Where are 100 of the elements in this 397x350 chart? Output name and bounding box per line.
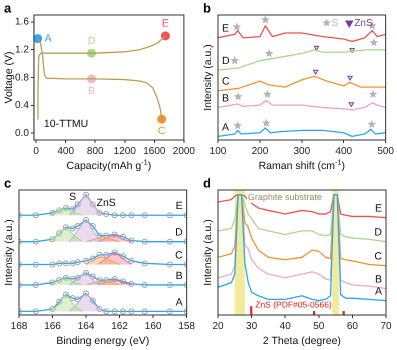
- point: [347, 76, 353, 80]
- x-tick-label: 162: [111, 320, 128, 332]
- x-tick-label: 500: [377, 146, 394, 157]
- point: [128, 280, 134, 287]
- point: [262, 118, 270, 127]
- point: [120, 308, 126, 314]
- point: [32, 238, 39, 245]
- point: [96, 210, 102, 216]
- point: [90, 274, 96, 280]
- x-tick-label: 160: [144, 320, 162, 332]
- point: [112, 212, 118, 218]
- point: [120, 234, 126, 240]
- point: [112, 308, 118, 314]
- x-tick-label: 200: [252, 146, 269, 157]
- point: [103, 277, 110, 284]
- point: [83, 290, 90, 296]
- point: [90, 298, 96, 304]
- x-tick-label: 100: [210, 146, 227, 157]
- point: [314, 46, 320, 50]
- legend-label: S: [332, 18, 339, 29]
- point: [90, 256, 96, 262]
- point: [83, 192, 90, 198]
- x-tick-label: 400: [335, 146, 353, 157]
- point: [50, 262, 56, 268]
- annotation: B: [88, 84, 96, 97]
- series-label: E: [176, 200, 183, 212]
- legend-label: ZnS: [354, 18, 373, 29]
- point: [74, 274, 81, 281]
- series-label: B: [176, 270, 183, 282]
- y-tick-label: 0.4: [14, 100, 30, 112]
- series-label: B: [222, 92, 230, 104]
- point: [120, 253, 126, 260]
- y-tick-label: 1.6: [14, 16, 30, 28]
- point: [261, 15, 270, 24]
- series-label: A: [374, 285, 382, 298]
- point: [32, 282, 39, 288]
- point: [32, 262, 39, 268]
- point: [56, 230, 62, 236]
- point: [50, 280, 56, 286]
- point: [96, 232, 102, 239]
- x-tick-label: 1600: [143, 146, 166, 157]
- series-label: ZnS (PDF#05-0566): [255, 299, 332, 310]
- x-tick-label: 166: [44, 320, 62, 332]
- series-label: D: [374, 226, 382, 239]
- point: [166, 262, 173, 268]
- y-tick-label: 0.0: [14, 128, 30, 139]
- series-label: D: [222, 55, 230, 68]
- point: [62, 205, 69, 212]
- point: [120, 278, 126, 284]
- annotation: ZnS: [96, 197, 116, 210]
- x-tick-label: 2000: [172, 146, 196, 157]
- series-label: E: [222, 22, 230, 35]
- point: [62, 274, 69, 281]
- x-tick-label: 30: [246, 320, 258, 332]
- point: [128, 212, 134, 218]
- point: [368, 120, 376, 128]
- x-tick-label: 50: [313, 320, 325, 332]
- series-label: A: [176, 296, 183, 308]
- point: [128, 258, 134, 264]
- point: [74, 259, 81, 266]
- point: [70, 276, 76, 282]
- series-label: A: [222, 121, 230, 134]
- point: [370, 38, 378, 46]
- point: [103, 232, 110, 239]
- annotation: C: [158, 125, 166, 138]
- y-axis-title: Intensity (a.u.): [202, 44, 214, 111]
- band-label: Graphite substrate: [248, 192, 322, 202]
- point: [32, 212, 39, 218]
- point: [112, 231, 118, 238]
- point: [368, 90, 378, 98]
- x-tick-label: 400: [57, 146, 74, 157]
- x-tick-label: 800: [86, 146, 104, 157]
- point: [166, 282, 173, 288]
- point: [56, 260, 62, 266]
- point: [83, 258, 90, 264]
- point: [232, 22, 242, 31]
- point: [50, 210, 56, 216]
- point: [56, 298, 62, 305]
- point: [128, 308, 134, 314]
- x-tick-label: 164: [78, 320, 95, 332]
- y-tick-label: 1.2: [14, 44, 30, 56]
- annotation: D: [88, 35, 96, 48]
- point: [96, 277, 102, 284]
- chart-title: b: [203, 0, 211, 16]
- point: [62, 224, 69, 230]
- annotation: E: [162, 18, 169, 30]
- point: [103, 252, 110, 258]
- point: [74, 296, 81, 302]
- point: [70, 225, 76, 232]
- x-axis-title: Binding energy (eV): [56, 334, 150, 347]
- x-tick-label: 70: [380, 320, 392, 332]
- point: [230, 56, 240, 64]
- y-axis-title: Voltage (V): [2, 52, 15, 104]
- annotation: 10-TTMU: [44, 118, 88, 130]
- point: [349, 48, 355, 53]
- point: [166, 308, 173, 314]
- point: [234, 92, 242, 100]
- point: [96, 252, 102, 258]
- point: [142, 282, 148, 288]
- point: [70, 206, 76, 212]
